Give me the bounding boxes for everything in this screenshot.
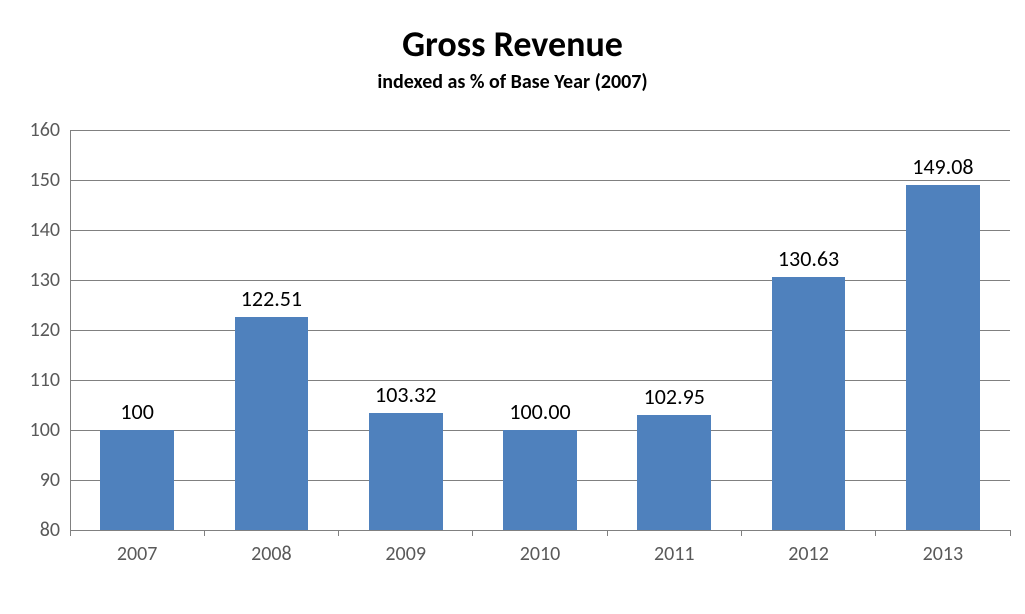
bar: [772, 277, 846, 530]
gridline: [70, 530, 1010, 531]
bar: [906, 185, 980, 530]
y-tick-label: 110: [10, 368, 60, 392]
x-tick-mark: [741, 530, 742, 536]
x-tick-mark: [70, 530, 71, 536]
bar: [100, 430, 174, 530]
data-label: 103.32: [339, 381, 473, 408]
gridline: [70, 180, 1010, 181]
data-label: 100: [70, 398, 204, 425]
y-tick-label: 90: [10, 468, 60, 492]
x-tick-mark: [607, 530, 608, 536]
y-tick-label: 160: [10, 118, 60, 142]
y-tick-label: 80: [10, 518, 60, 542]
x-tick-mark: [472, 530, 473, 536]
gridline: [70, 380, 1010, 381]
data-label: 100.00: [473, 398, 607, 425]
x-tick-label: 2007: [70, 542, 204, 566]
data-label: 122.51: [204, 285, 338, 312]
x-tick-mark: [338, 530, 339, 536]
x-tick-mark: [204, 530, 205, 536]
chart-title: Gross Revenue: [0, 22, 1025, 66]
gridline: [70, 330, 1010, 331]
x-tick-label: 2011: [607, 542, 741, 566]
data-label: 130.63: [741, 245, 875, 272]
bar: [503, 430, 577, 530]
data-label: 149.08: [876, 153, 1010, 180]
gridline: [70, 230, 1010, 231]
x-tick-mark: [1010, 530, 1011, 536]
y-axis-line: [70, 130, 71, 530]
x-tick-mark: [875, 530, 876, 536]
plot-area: 809010011012013014015016020071002008122.…: [70, 130, 1010, 530]
x-tick-label: 2008: [204, 542, 338, 566]
x-tick-label: 2009: [339, 542, 473, 566]
y-tick-label: 150: [10, 168, 60, 192]
chart-subtitle: indexed as % of Base Year (2007): [0, 70, 1025, 94]
bar: [235, 317, 309, 530]
bar: [369, 413, 443, 530]
x-tick-label: 2013: [876, 542, 1010, 566]
x-tick-label: 2012: [741, 542, 875, 566]
y-tick-label: 130: [10, 268, 60, 292]
bar: [637, 415, 711, 530]
y-tick-label: 100: [10, 418, 60, 442]
y-tick-label: 140: [10, 218, 60, 242]
data-label: 102.95: [607, 383, 741, 410]
y-tick-label: 120: [10, 318, 60, 342]
chart-container: Gross Revenue indexed as % of Base Year …: [0, 0, 1025, 614]
gridline: [70, 280, 1010, 281]
x-tick-label: 2010: [473, 542, 607, 566]
gridline: [70, 130, 1010, 131]
